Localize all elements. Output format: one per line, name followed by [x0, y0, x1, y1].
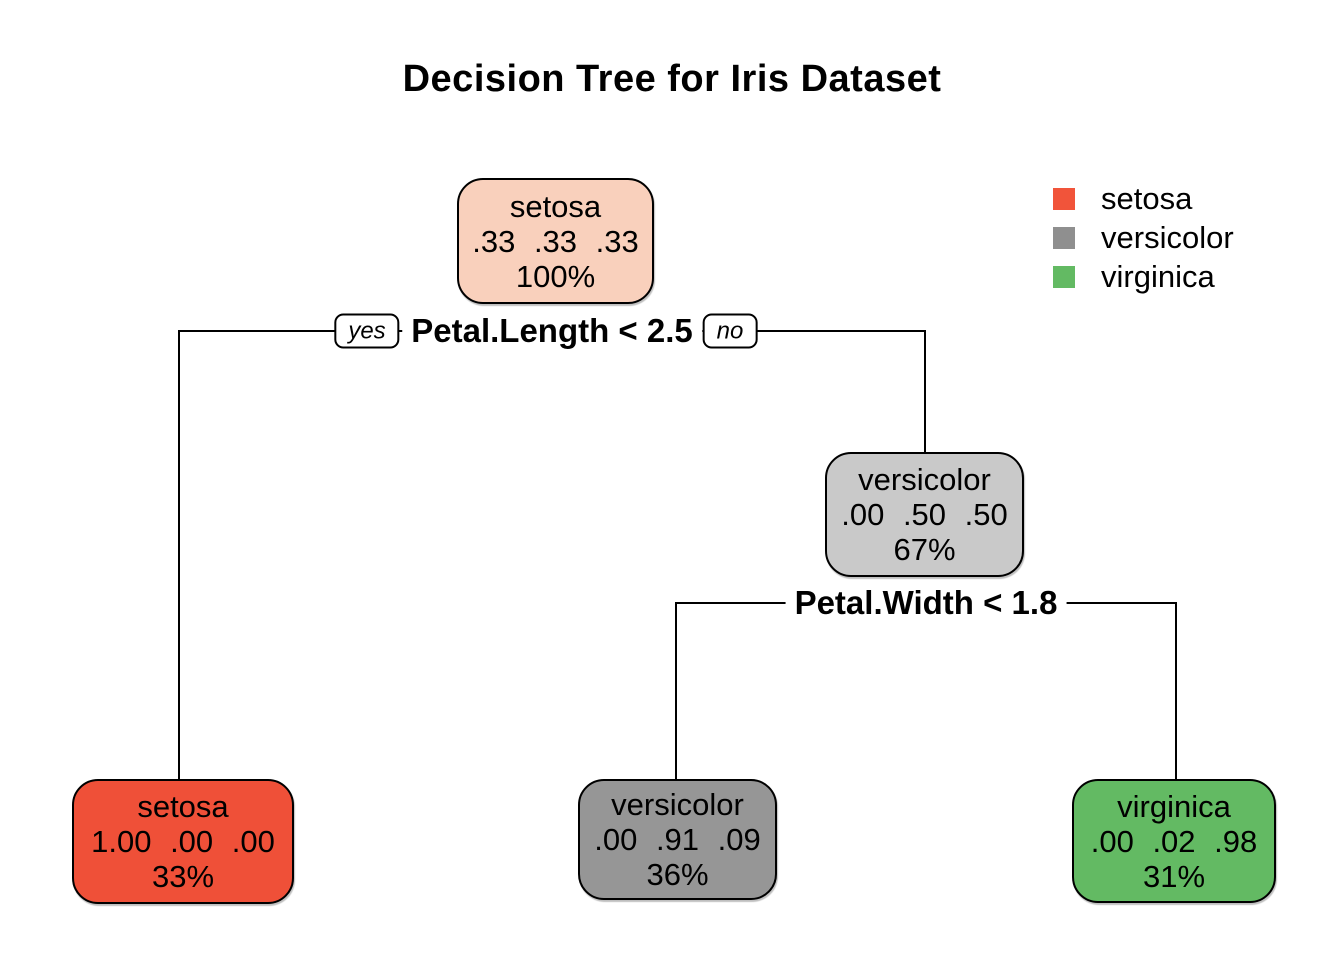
branch-line-yes-vertical [178, 330, 180, 780]
node-percentage: 31% [1142, 858, 1206, 894]
node-class-label: virginica [1117, 788, 1231, 824]
node-leaf-virginica: virginica .00 .02 .98 31% [1072, 779, 1276, 903]
node-probabilities: .33 .33 .33 [472, 223, 639, 259]
node-probabilities: .00 .50 .50 [841, 497, 1008, 532]
node-percentage: 100% [515, 258, 596, 294]
legend-item-setosa: setosa [1053, 181, 1234, 216]
legend-swatch-setosa-icon [1053, 188, 1075, 210]
node-internal-versicolor: versicolor .00 .50 .50 67% [825, 452, 1024, 577]
node-probabilities: 1.00 .00 .00 [91, 824, 275, 859]
legend-item-versicolor: versicolor [1053, 220, 1234, 255]
node-class-label: setosa [509, 188, 602, 224]
legend-item-virginica: virginica [1053, 259, 1234, 294]
node-leaf-setosa: setosa 1.00 .00 .00 33% [72, 779, 294, 904]
node-probabilities: .00 .91 .09 [594, 822, 761, 857]
legend-label-versicolor: versicolor [1101, 220, 1234, 255]
split-condition-petal-length: Petal.Length < 2.5 [402, 311, 702, 351]
node-percentage: 36% [646, 857, 709, 892]
plot-title: Decision Tree for Iris Dataset [402, 58, 942, 100]
node-leaf-versicolor: versicolor .00 .91 .09 36% [578, 779, 777, 900]
branch-line-no-vertical [924, 330, 926, 454]
legend-label-virginica: virginica [1101, 259, 1215, 294]
node-probabilities: .00 .02 .98 [1090, 823, 1258, 859]
node-percentage: 33% [151, 859, 215, 894]
node-percentage: 67% [893, 532, 956, 567]
no-branch-label: no [702, 313, 758, 349]
branch-line-split2-right-vertical [1175, 602, 1177, 780]
split-condition-petal-width: Petal.Width < 1.8 [785, 583, 1067, 623]
yes-branch-label: yes [334, 313, 400, 349]
legend-swatch-versicolor-icon [1053, 227, 1075, 249]
legend-swatch-virginica-icon [1053, 266, 1075, 288]
node-root: setosa .33 .33 .33 100% [457, 178, 654, 304]
legend: setosa versicolor virginica [1053, 181, 1234, 305]
branch-line-split2-left-vertical [675, 602, 677, 780]
node-class-label: setosa [137, 789, 229, 824]
node-class-label: versicolor [858, 462, 991, 497]
node-class-label: versicolor [611, 787, 744, 822]
legend-label-setosa: setosa [1101, 181, 1193, 216]
